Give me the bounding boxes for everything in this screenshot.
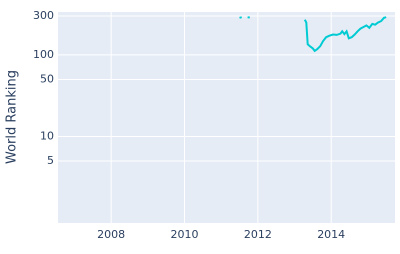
y-tick-label: 5	[47, 154, 54, 167]
x-tick-label: 2010	[171, 228, 199, 241]
y-tick-label: 300	[33, 9, 54, 22]
plot-area	[58, 12, 395, 223]
y-axis-title: World Ranking	[5, 70, 20, 164]
x-tick-label: 2012	[244, 228, 272, 241]
y-tick-label: 10	[40, 129, 54, 142]
y-tick-label: 100	[33, 48, 54, 61]
y-tick-label: 50	[40, 72, 54, 85]
x-tick-label: 2014	[317, 228, 345, 241]
x-tick-label: 2008	[97, 228, 125, 241]
